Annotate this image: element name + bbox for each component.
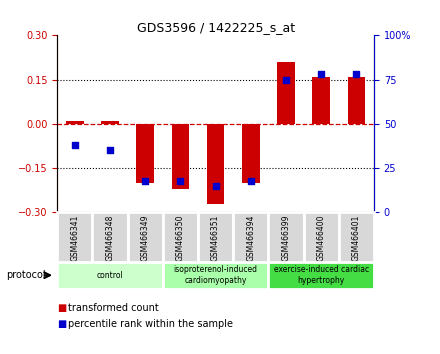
Text: control: control (97, 271, 123, 280)
Bar (57, 262, 163, 289)
Text: GSM466394: GSM466394 (246, 215, 255, 261)
Bar (92, 212, 128, 264)
Point (177, 178, 184, 183)
Bar (277, 62, 295, 124)
Text: GSM466350: GSM466350 (176, 215, 185, 261)
Bar (339, 212, 374, 264)
Bar (304, 212, 339, 264)
Text: GSM466351: GSM466351 (211, 215, 220, 261)
Text: protocol: protocol (7, 270, 46, 280)
Point (282, 77, 290, 82)
Text: isoproterenol-induced
cardiomyopathy: isoproterenol-induced cardiomyopathy (174, 265, 257, 285)
Text: GSM466348: GSM466348 (106, 215, 114, 261)
Text: GSM466401: GSM466401 (352, 215, 361, 261)
Bar (207, 124, 224, 204)
Bar (242, 124, 260, 183)
Bar (163, 262, 268, 289)
Bar (57, 212, 92, 264)
Text: GSM466399: GSM466399 (282, 215, 290, 261)
Point (142, 178, 149, 183)
Text: GSM466341: GSM466341 (70, 215, 79, 261)
Text: GSM466349: GSM466349 (141, 215, 150, 261)
Bar (198, 212, 233, 264)
Bar (101, 121, 119, 124)
Point (353, 72, 360, 77)
Text: exercise-induced cardiac
hypertrophy: exercise-induced cardiac hypertrophy (274, 265, 369, 285)
Bar (312, 77, 330, 124)
Point (106, 148, 114, 153)
Bar (163, 212, 198, 264)
Bar (172, 124, 189, 189)
Point (212, 183, 219, 189)
Bar (268, 212, 304, 264)
Bar (136, 124, 154, 183)
Text: percentile rank within the sample: percentile rank within the sample (68, 319, 233, 329)
Bar (233, 212, 268, 264)
Bar (348, 77, 365, 124)
Point (71, 142, 78, 148)
Text: transformed count: transformed count (68, 303, 159, 313)
Point (247, 178, 254, 183)
Bar (268, 262, 374, 289)
Title: GDS3596 / 1422225_s_at: GDS3596 / 1422225_s_at (136, 21, 295, 34)
Text: ■: ■ (57, 303, 66, 313)
Text: ■: ■ (57, 319, 66, 329)
Text: GSM466400: GSM466400 (317, 215, 326, 261)
Point (318, 72, 325, 77)
Bar (128, 212, 163, 264)
Bar (66, 121, 84, 124)
